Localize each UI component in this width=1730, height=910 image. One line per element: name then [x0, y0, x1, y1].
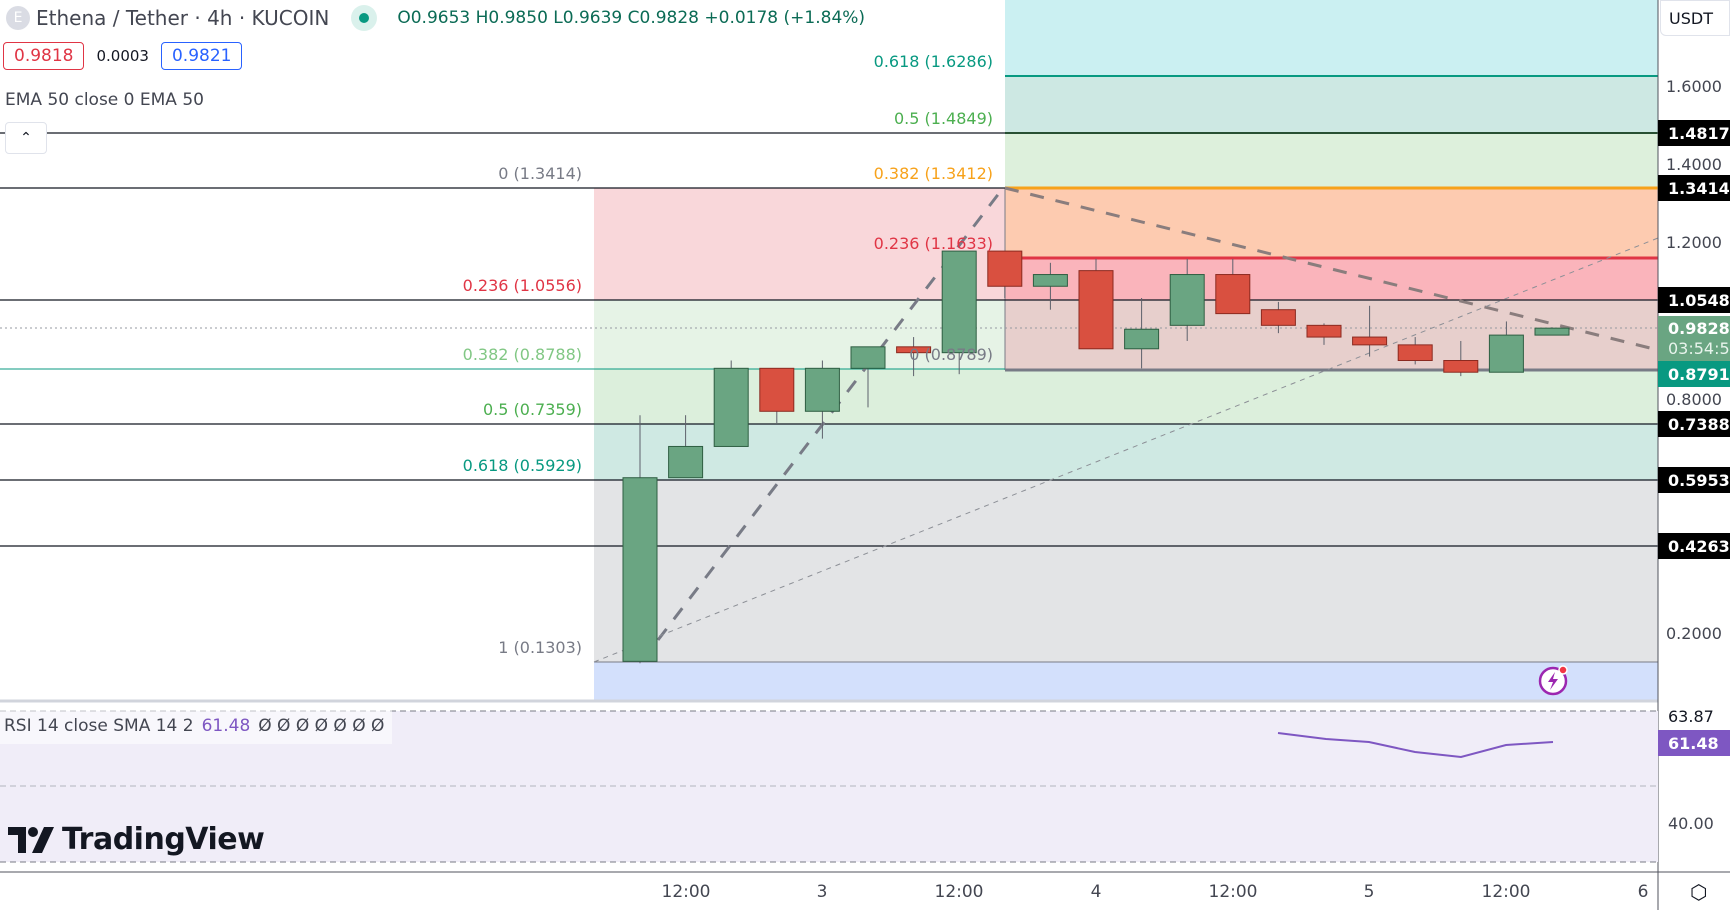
- price-tick: 0.8000: [1666, 390, 1722, 409]
- candle: [622, 415, 658, 664]
- candle: [987, 250, 1023, 298]
- buy-button[interactable]: 0.9821: [160, 42, 243, 70]
- fib-level-label: 0.618 (0.5929): [462, 456, 582, 475]
- lightning-icon[interactable]: [1537, 664, 1569, 696]
- fib-level-label: 0.236 (1.1633): [873, 234, 993, 253]
- candle: [1124, 297, 1160, 369]
- candle: [1397, 337, 1433, 365]
- ohlc-values: O0.9653 H0.9850 L0.9639 C0.9828 +0.0178 …: [397, 8, 866, 28]
- time-tick: 4: [1090, 882, 1102, 902]
- candle: [1032, 262, 1068, 310]
- collapse-legend-button[interactable]: ⌃: [5, 122, 47, 154]
- bar-countdown: 03:54:5: [1668, 339, 1730, 358]
- candle: [941, 250, 977, 375]
- time-tick: 12:00: [1208, 882, 1258, 902]
- level-tag: 0.8791: [1658, 361, 1730, 387]
- rsi-value: 61.48: [201, 716, 251, 736]
- tradingview-logo-icon: [8, 826, 54, 853]
- logo-text: TradingView: [62, 822, 265, 857]
- last-price-tag: 0.9828 03:54:5: [1658, 316, 1730, 362]
- candlestick-series: [622, 250, 1570, 664]
- candle: [804, 360, 840, 439]
- time-tick: 12:00: [661, 882, 711, 902]
- rsi-value-tag: 61.48: [1658, 730, 1730, 756]
- rsi-line: [1277, 732, 1554, 759]
- ema-legend[interactable]: EMA 50 close 0 EMA 50: [5, 90, 204, 110]
- candle: [1078, 258, 1114, 350]
- price-level-tag: 1.0548: [1658, 287, 1730, 313]
- price-level-tag: 1.3414: [1658, 175, 1730, 201]
- candle: [1443, 340, 1479, 377]
- candle: [1306, 323, 1342, 345]
- fib-level-label: 0 (0.8789): [909, 345, 993, 364]
- time-tick: 3: [816, 882, 828, 902]
- candle: [896, 337, 932, 377]
- candle: [759, 367, 795, 424]
- symbol-title[interactable]: Ethena / Tether · 4h · KUCOIN: [36, 6, 330, 30]
- fib-level-label: 0.236 (1.0556): [462, 276, 582, 295]
- candle: [1215, 258, 1251, 315]
- fib-level-label: 0.618 (1.6286): [873, 52, 993, 71]
- candle: [1488, 321, 1524, 373]
- price-level-tag: 0.4263: [1658, 533, 1730, 559]
- currency-selector[interactable]: USDT: [1660, 0, 1730, 36]
- market-status-icon: [351, 5, 378, 31]
- price-tick: 1.4000: [1666, 155, 1722, 174]
- rsi-na-values: Ø Ø Ø Ø Ø Ø Ø: [258, 716, 385, 736]
- price-tick: 1.6000: [1666, 77, 1722, 96]
- fib-right-zones: [1005, 0, 1658, 700]
- time-tick: 5: [1363, 882, 1375, 902]
- tradingview-logo[interactable]: TradingView: [8, 822, 265, 857]
- candle: [668, 415, 704, 479]
- fib-level-label: 0.382 (1.3412): [873, 164, 993, 183]
- candle: [1534, 327, 1570, 336]
- fib-level-label: 0.5 (0.7359): [483, 400, 582, 419]
- candle: [850, 346, 886, 408]
- bid-ask-row: 0.9818 0.0003 0.9821: [3, 42, 243, 70]
- candle: [1352, 305, 1388, 357]
- fib-level-label: 0 (1.3414): [498, 164, 582, 183]
- fib-level-label: 0.382 (0.8788): [462, 345, 582, 364]
- horizontal-levels: [0, 132, 1658, 547]
- price-level-tag: 1.4817: [1658, 120, 1730, 146]
- chevron-up-icon: ⌃: [20, 130, 32, 146]
- coin-icon: E: [6, 6, 30, 30]
- fib-level-label: 1 (0.1303): [498, 638, 582, 657]
- price-level-tag: 0.7388: [1658, 411, 1730, 437]
- time-tick: 6: [1637, 882, 1649, 902]
- candle: [1169, 258, 1205, 341]
- fib-level-label: 0.5 (1.4849): [894, 109, 993, 128]
- rsi-axis-mid: 40.00: [1668, 814, 1714, 833]
- price-tick: 1.2000: [1666, 233, 1722, 252]
- time-tick: 12:00: [1481, 882, 1531, 902]
- candle: [1260, 301, 1296, 334]
- spread-value: 0.0003: [96, 47, 149, 65]
- last-price: 0.9828: [1668, 319, 1730, 338]
- price-level-tag: 0.5953: [1658, 467, 1730, 493]
- time-tick: 12:00: [934, 882, 984, 902]
- rsi-title: RSI 14 close SMA 14 2: [4, 716, 194, 736]
- candle: [713, 360, 749, 447]
- symbol-legend[interactable]: E Ethena / Tether · 4h · KUCOIN O0.9653 …: [6, 4, 865, 32]
- sell-button[interactable]: 0.9818: [3, 42, 85, 70]
- rsi-legend[interactable]: RSI 14 close SMA 14 2 61.48 Ø Ø Ø Ø Ø Ø …: [0, 708, 393, 744]
- rsi-axis-top: 63.87: [1668, 707, 1714, 726]
- settings-icon[interactable]: ⬡: [1690, 880, 1708, 904]
- price-tick: 0.2000: [1666, 624, 1722, 643]
